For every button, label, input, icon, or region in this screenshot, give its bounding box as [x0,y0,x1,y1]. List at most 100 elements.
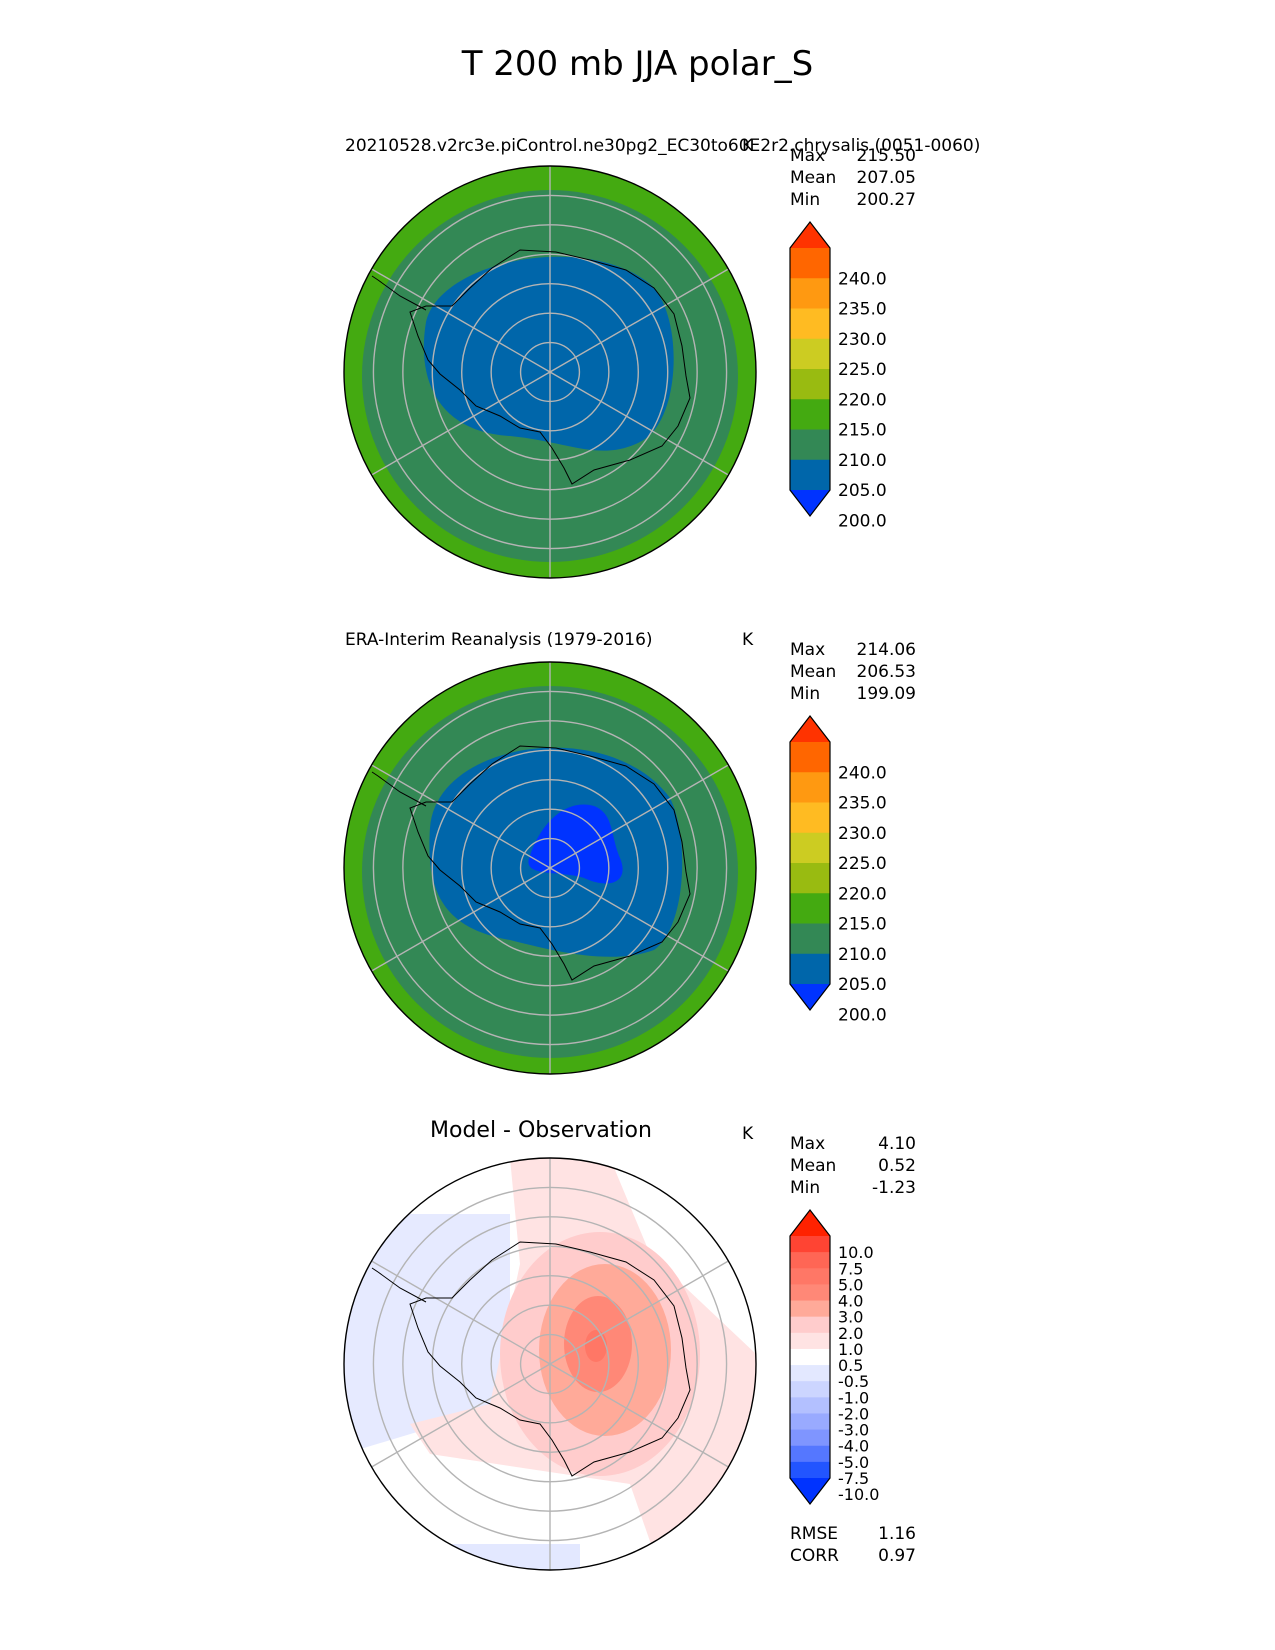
colorbar-tick-label: 240.0 [838,269,887,289]
colorbar-segment [790,248,830,279]
colorbar-tick-label: 3.0 [838,1308,863,1327]
band-neg-0.5-1 [430,1544,580,1570]
colorbar-segment [790,863,830,894]
colorbar-segment [790,1413,830,1431]
colorbar-tick-label: 1.0 [838,1340,863,1359]
colorbar-tick-label: -4.0 [838,1437,869,1456]
meridian-line [549,764,729,869]
panel3-gridlines [371,1158,729,1570]
panel2-mean-value: 206.53 [856,662,916,682]
colorbar-segment [790,1365,830,1382]
meridian-line [549,268,729,373]
panel3-max-value: 4.10 [878,1134,916,1154]
panel1-map-border [343,165,757,579]
panel3-min-label: Min [790,1178,821,1198]
panel3-mean-label: Mean [790,1156,837,1176]
panel3-unit: K [742,1124,754,1144]
colorbar-outline [789,221,831,517]
meridian-line [371,1260,551,1365]
colorbar-extend-top [790,222,830,248]
colorbar-segment [790,1429,830,1447]
colorbar-segment [790,1300,830,1318]
colorbar-tick-label: 235.0 [838,794,887,814]
panel1-title: 20210528.v2rc3e.piControl.ne30pg2_EC30to… [345,136,981,156]
colorbar-tick-label: 2.0 [838,1324,863,1343]
panel2-peninsula [371,771,427,807]
colorbar-tick-label: -0.5 [838,1372,869,1391]
meridian-line [549,371,729,476]
panel1-mean-value: 207.05 [856,168,916,188]
meridian-line [371,1363,551,1468]
colorbar-tick-label: 0.5 [838,1356,863,1375]
panel3-max-label: Max [790,1134,826,1154]
meridian-line [549,1260,729,1365]
colorbar-tick-label: 220.0 [838,390,887,410]
meridian-line [371,371,551,476]
colorbar-segment [790,429,830,461]
panel1-max-value: 215.50 [856,146,916,166]
panel3-corr-label: CORR [790,1546,839,1566]
colorbar-segment [790,1332,830,1350]
panel3-coastline [409,1241,691,1477]
colorbar-tick-label: 225.0 [838,360,887,380]
colorbar-segment [790,1252,830,1269]
panel3-mean-value: 0.52 [878,1156,916,1176]
colorbar-segment [790,1445,830,1463]
panel3-rmse-value: 1.16 [878,1524,916,1544]
panel3-peninsula [371,1267,427,1303]
panel2-coastline [409,745,691,981]
colorbar-extend-top [790,1210,830,1236]
colorbar-outline [789,715,831,1011]
colorbar-tick-label: 215.0 [838,915,887,935]
panel2-min-label: Min [790,684,821,704]
colorbar-segment [790,308,830,340]
panel3-min-value: -1.23 [872,1178,916,1198]
meridian-line [371,867,551,972]
colorbar-tick-label: -3.0 [838,1421,869,1440]
colorbar-tick-label: -1.0 [838,1388,869,1407]
colorbar-segment [790,399,830,430]
colorbar-tick-label: 200.0 [838,511,887,531]
colorbar-tick-label: 235.0 [838,300,887,320]
panel3-colorbar: 10.07.55.04.03.02.01.00.5-0.5-1.0-2.0-3.… [789,1209,879,1505]
panel1-mean-label: Mean [790,168,837,188]
panel2-gridlines [371,662,729,1074]
colorbar-tick-label: 200.0 [838,1005,887,1025]
panel1-max-label: Max [790,146,826,166]
band-neg-0.5-1 [344,1214,510,1454]
colorbar-tick-label: -5.0 [838,1453,869,1472]
panel3-corr-value: 0.97 [878,1546,916,1566]
colorbar-segment [790,459,830,491]
colorbar-tick-label: 205.0 [838,481,887,501]
colorbar-segment [790,1381,830,1398]
panel1-unit: K [742,136,754,156]
colorbar-segment [790,338,830,370]
colorbar-segment [790,893,830,924]
colorbar-segment [790,832,830,864]
colorbar-tick-label: -10.0 [838,1485,879,1504]
colorbar-segment [790,1461,830,1479]
colorbar-segment [790,1348,830,1366]
panel2-title: ERA-Interim Reanalysis (1979-2016) [345,630,653,650]
colorbar-tick-label: 4.0 [838,1292,863,1311]
panel1-min-label: Min [790,190,821,210]
colorbar-segment [790,802,830,834]
colorbar-segment [790,923,830,955]
panel2-unit: K [742,630,754,650]
colorbar-tick-label: 210.0 [838,945,887,965]
panel1-gridlines [371,166,729,578]
colorbar-extend-top [790,716,830,742]
colorbar-segment [790,1236,830,1253]
colorbar-tick-label: 205.0 [838,975,887,995]
colorbar-segment [790,278,830,309]
panel2-max-label: Max [790,640,826,660]
colorbar-segment [790,369,830,400]
panel3-rmse-label: RMSE [790,1524,839,1544]
colorbar-tick-label: 5.0 [838,1275,863,1294]
colorbar-tick-label: 215.0 [838,421,887,441]
colorbar-outline [789,1209,831,1505]
panel1-colorbar: 240.0 235.0 230.0 225.0 220.0 215.0 210.0 205.0… [789,221,887,531]
colorbar-extend-bottom [790,490,830,516]
colorbar-tick-label: 230.0 [838,330,887,350]
